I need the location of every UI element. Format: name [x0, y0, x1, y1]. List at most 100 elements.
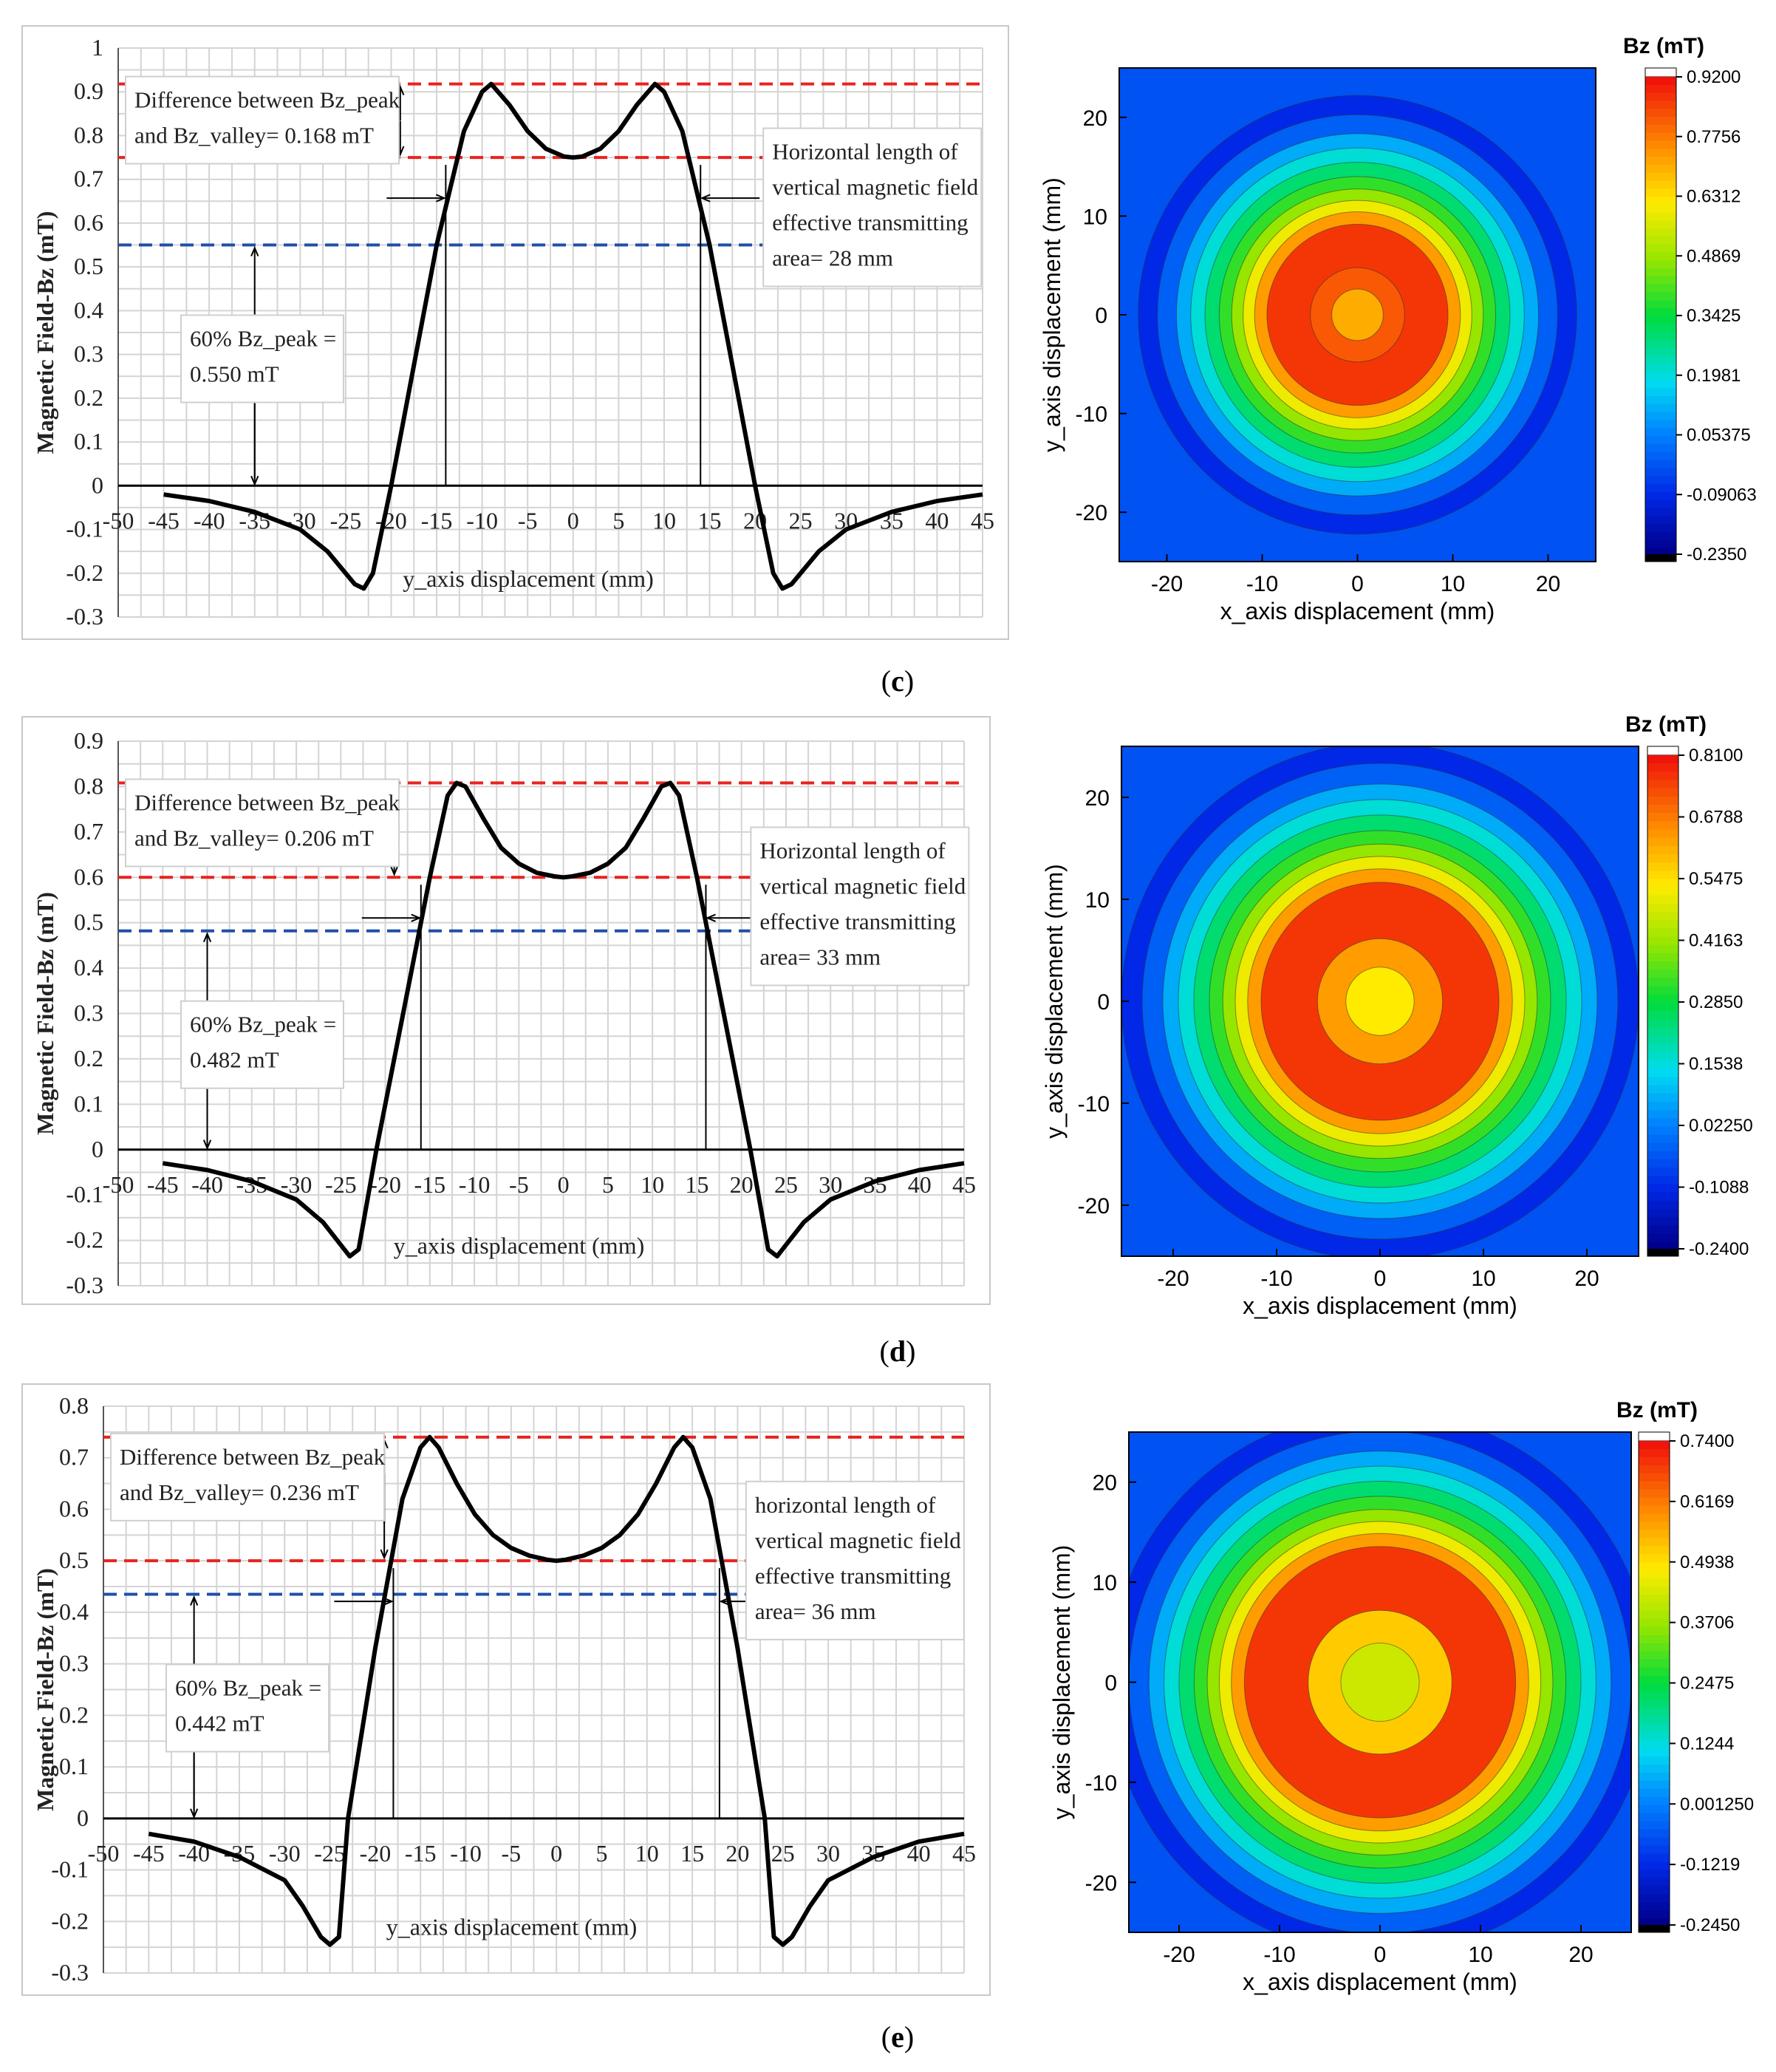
- colorbar-segment: [1645, 443, 1676, 453]
- colorbar-segment: [1647, 1118, 1678, 1128]
- colorbar-segment: [1647, 936, 1678, 946]
- x-tick-label: 10: [641, 1171, 664, 1198]
- colorbar-segment: [1639, 1805, 1670, 1814]
- colorbar-segment: [1647, 1077, 1678, 1086]
- panel-label-close: ): [904, 664, 914, 698]
- annotation-difference-line: and Bz_valley= 0.206 mT: [134, 825, 374, 851]
- annotation-length-line: area= 36 mm: [755, 1598, 876, 1624]
- colorbar-title: Bz (mT): [1616, 1398, 1698, 1422]
- annotation-length-line: area= 33 mm: [759, 944, 881, 970]
- annotation-length-box: [762, 127, 983, 287]
- y-tick-label: -0.2: [51, 1907, 89, 1934]
- colorbar-segment: [1645, 140, 1676, 149]
- panel-e: -0.3-0.2-0.100.10.20.30.40.50.60.70.8-50…: [21, 1383, 1754, 2054]
- x-tick-label: 0: [558, 1171, 570, 1198]
- width-arrow-right-head: [700, 194, 711, 202]
- colorbar-segment: [1647, 1085, 1678, 1094]
- annotation-length: horizontal length of vertical magnetic fi…: [745, 1480, 965, 1640]
- annotation-sixty-percent-line: 60% Bz_peak =: [175, 1675, 321, 1701]
- colorbar-segment: [1639, 1829, 1670, 1838]
- map-y-tick-label: 10: [1085, 888, 1110, 913]
- colorbar-segment: [1647, 1019, 1678, 1029]
- x-tick-label: 5: [612, 507, 624, 534]
- map-y-axis-label: y_axis displacement (mm): [1048, 1545, 1075, 1820]
- y-tick-label: 0.9: [74, 727, 103, 754]
- colorbar-segment: [1639, 1635, 1670, 1644]
- map-x-tick-label: 10: [1471, 1267, 1495, 1291]
- colorbar-segment: [1645, 220, 1676, 229]
- colorbar-segment: [1639, 1626, 1670, 1636]
- colorbar-segment: [1645, 300, 1676, 309]
- colorbar-segment: [1639, 1894, 1670, 1903]
- colorbar-segment: [1639, 1578, 1670, 1587]
- line-chart: -0.3 -0.2 -0.1 0 0.1 0.2 0.3 0.4 0.5 0.6 0.7 0.8 0.9…: [21, 716, 991, 1305]
- annotation-sixty-percent-box: [180, 1000, 344, 1089]
- y-axis-label: Magnetic Field-Bz (mT): [32, 1568, 58, 1811]
- map-x-tick-label: 20: [1574, 1267, 1599, 1291]
- annotation-difference-line: and Bz_valley= 0.236 mT: [120, 1479, 359, 1505]
- colorbar-segment: [1639, 1587, 1670, 1595]
- annotation-length-line: vertical magnetic field: [772, 174, 978, 200]
- colorbar-segment: [1645, 380, 1676, 389]
- colorbar-segment: [1639, 1740, 1670, 1749]
- center-valley: [1340, 1642, 1420, 1722]
- colorbar-label: -0.2350: [1687, 545, 1746, 565]
- colorbar-segment: [1645, 124, 1676, 134]
- colorbar-segment: [1645, 84, 1676, 94]
- colorbar-segment: [1639, 1837, 1670, 1847]
- map-y-tick-label: 10: [1093, 1571, 1117, 1595]
- x-tick-label: -15: [405, 1840, 437, 1867]
- colorbar-segment: [1645, 109, 1676, 117]
- colorbar-segment: [1647, 813, 1678, 822]
- colorbar-segment: [1647, 1003, 1678, 1012]
- y-tick-label: 0.2: [74, 384, 103, 411]
- map-y-tick-label: -10: [1085, 1771, 1117, 1796]
- x-tick-label: -5: [502, 1840, 522, 1867]
- colorbar-segment: [1639, 1610, 1670, 1620]
- y-tick-label: 0.8: [74, 772, 103, 799]
- annotation-difference-line: and Bz_valley= 0.168 mT: [134, 123, 374, 149]
- map-y-tick-label: -10: [1078, 1092, 1110, 1117]
- y-tick-label: 0.5: [74, 253, 103, 279]
- sixty-arrow-down-head: [202, 1139, 212, 1151]
- colorbar-label: 0.8100: [1689, 746, 1743, 766]
- x-tick-label: -45: [148, 507, 180, 534]
- colorbar-segment: [1647, 1093, 1678, 1103]
- y-axis-label: Magnetic Field-Bz (mT): [32, 892, 58, 1135]
- colorbar-segment: [1647, 978, 1678, 987]
- width-arrow-right-head: [705, 913, 716, 922]
- colorbar-label: 0.4869: [1687, 246, 1741, 266]
- colorbar-segment: [1647, 953, 1678, 962]
- x-tick-label: -10: [466, 507, 498, 534]
- x-tick-label: 0: [567, 507, 579, 534]
- colorbar-segment: [1645, 539, 1676, 548]
- colorbar-segment: [1639, 1918, 1670, 1927]
- x-tick-label: 15: [680, 1840, 704, 1867]
- panel-label: (e): [881, 2020, 914, 2054]
- colorbar-segment: [1645, 548, 1676, 556]
- colorbar-segment: [1639, 1659, 1670, 1669]
- colorbar-segment: [1647, 854, 1678, 863]
- colorbar-segment: [1647, 1126, 1678, 1136]
- x-tick-label: 25: [771, 1840, 795, 1867]
- panel-label-close: ): [906, 1335, 915, 1368]
- colorbar-segment: [1647, 920, 1678, 930]
- y-tick-label: 0.8: [59, 1392, 89, 1419]
- colorbar-segment: [1647, 837, 1678, 847]
- annotation-sixty-percent-line: 60% Bz_peak =: [190, 326, 336, 352]
- map-x-tick-label: -10: [1246, 572, 1278, 596]
- y-tick-label: 0.1: [74, 428, 103, 454]
- heatmap: -20 -20 -10 -10 0 0 10 10 20 20 x_axis displacemen…: [1041, 712, 1753, 1319]
- colorbar-segment: [1639, 1603, 1670, 1612]
- colorbar-segment: [1645, 531, 1676, 540]
- colorbar-segment: [1639, 1886, 1670, 1895]
- y-tick-label: 0.5: [74, 909, 103, 936]
- colorbar-segment: [1639, 1708, 1670, 1717]
- annotation-sixty-percent-line: 60% Bz_peak =: [190, 1012, 336, 1037]
- colorbar-segment: [1647, 986, 1678, 995]
- colorbar-label: 0.6169: [1680, 1492, 1734, 1512]
- x-axis-label: y_axis displacement (mm): [403, 565, 653, 592]
- colorbar-label: -0.2400: [1689, 1239, 1749, 1259]
